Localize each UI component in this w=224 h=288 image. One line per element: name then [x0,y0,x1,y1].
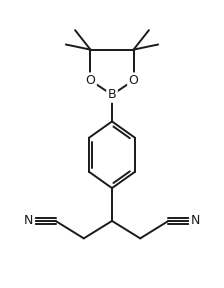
Text: N: N [24,215,34,228]
Text: N: N [190,215,200,228]
Text: B: B [108,88,116,101]
Text: O: O [129,74,138,87]
Text: O: O [86,74,95,87]
